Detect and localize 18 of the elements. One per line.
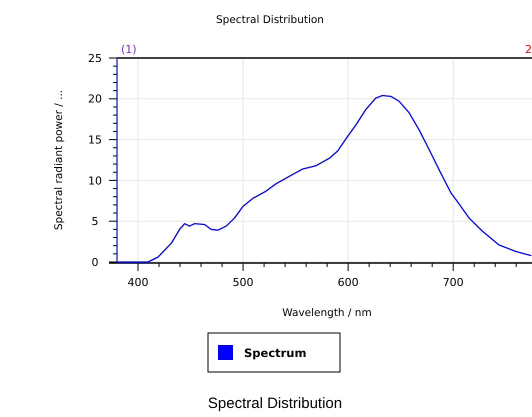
- text: 2: [525, 43, 532, 56]
- y-tick-label: 10: [88, 174, 102, 188]
- x-tick-label: 700: [442, 276, 464, 289]
- x-tick-label: 600: [338, 276, 359, 289]
- x-axis-title: Wavelength / nm: [282, 307, 372, 319]
- y-tick-label: 5: [92, 215, 98, 228]
- y-axis-title: Spectral radiant power / ...: [53, 90, 65, 230]
- x-tick-label: 400: [128, 276, 149, 289]
- y-tick-label: 0: [92, 256, 98, 269]
- text: Spectral Distribution: [208, 395, 342, 412]
- chart-title: Spectral Distribution: [216, 14, 324, 26]
- legend-label: Spectrum: [244, 346, 306, 360]
- y-tick-label: 15: [88, 133, 102, 146]
- x-tick-label: 500: [232, 276, 254, 289]
- text: (1): [121, 43, 137, 56]
- y-tick-label: 25: [88, 52, 102, 65]
- line-series: [117, 94, 532, 263]
- y-tick-label: 20: [88, 92, 102, 106]
